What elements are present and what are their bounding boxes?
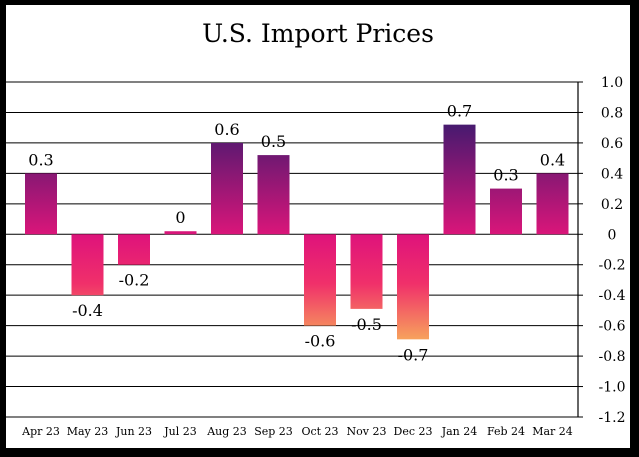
x-tick-label: Jul 23: [163, 425, 197, 438]
data-label: -0.5: [351, 315, 382, 334]
x-tick-label: May 23: [67, 425, 109, 438]
bar: [443, 124, 476, 235]
y-tick-label: -1.2: [599, 410, 626, 426]
data-label: 0.7: [447, 102, 472, 121]
y-axis: 1.0 0.8 0.6 0.4 0.2 0 -0.2 -0.4 -0.6 -0.8 -1.0 -1.2: [577, 75, 626, 426]
x-tick-label: Nov 23: [347, 425, 387, 438]
y-tick-label: -1.0: [599, 380, 626, 396]
data-labels: 0.3 -0.4 -0.2 0 0.6 0.5 -0.6 -0.5 -0.7 0.7 0.3 0.4: [28, 102, 565, 365]
bar: [304, 234, 336, 326]
x-tick-label: Jan 24: [441, 425, 478, 438]
x-tick-label: Mar 24: [532, 425, 573, 438]
x-tick-label: Feb 24: [487, 425, 525, 438]
data-label: 0.3: [493, 166, 518, 185]
y-tick-label: 0: [608, 227, 617, 243]
bar: [350, 234, 383, 309]
category-labels: Apr 23 May 23 Jun 23 Jul 23 Aug 23 Sep 23 Oct …: [21, 425, 573, 438]
bars: [25, 124, 569, 340]
x-tick-label: Oct 23: [301, 425, 338, 438]
x-tick-label: Sep 23: [254, 425, 293, 438]
bar: [118, 234, 150, 265]
data-label: -0.2: [119, 271, 150, 290]
bar: [211, 142, 243, 235]
data-label: 0.5: [261, 132, 286, 151]
data-label: 0.4: [540, 150, 565, 169]
bar-chart: 1.0 0.8 0.6 0.4 0.2 0 -0.2 -0.4 -0.6 -0.8 -1.0 -1.2…: [6, 75, 626, 438]
data-label: 0.3: [28, 150, 53, 169]
x-tick-label: Apr 23: [21, 425, 60, 438]
bar: [490, 188, 522, 235]
y-tick-label: 0.6: [601, 136, 623, 152]
y-tick-label: 0.2: [601, 197, 623, 213]
bar: [536, 173, 569, 235]
data-label: 0: [175, 208, 185, 227]
bar: [397, 234, 429, 340]
y-tick-label: -0.2: [599, 258, 626, 274]
x-tick-label: Aug 23: [206, 425, 247, 438]
y-tick-label: -0.6: [599, 319, 626, 335]
y-tick-label: 1.0: [601, 75, 623, 91]
y-tick-label: -0.4: [599, 288, 626, 304]
x-tick-label: Dec 23: [394, 425, 433, 438]
bar: [164, 231, 197, 235]
x-tick-label: Jun 23: [115, 425, 152, 438]
y-tick-label: 0.4: [601, 166, 623, 182]
y-tick-label: -0.8: [599, 349, 626, 365]
y-tick-label: 0.8: [601, 105, 623, 121]
data-label: 0.6: [214, 120, 239, 139]
bar: [257, 155, 290, 235]
data-label: -0.7: [398, 345, 429, 364]
bar: [25, 173, 57, 235]
data-label: -0.6: [305, 332, 336, 351]
bar: [71, 234, 104, 296]
data-label: -0.4: [72, 301, 103, 320]
chart-frame: U.S. Import Prices 1.0 0.8 0.6 0.4 0.2 0 -0.2-…: [6, 5, 630, 448]
chart-title: U.S. Import Prices: [202, 19, 434, 48]
